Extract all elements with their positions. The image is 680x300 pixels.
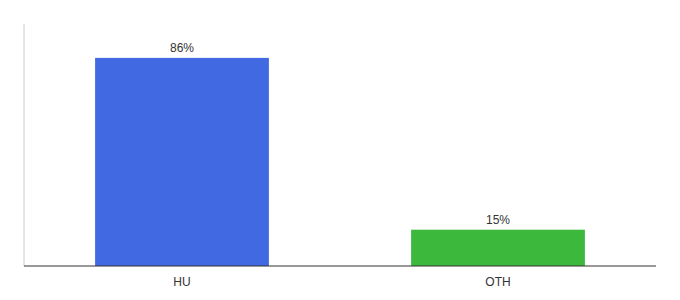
bar [411,230,585,266]
chart-container: 86% 15% HU OTH [0,0,680,300]
chart-svg: 86% 15% HU OTH [0,0,680,300]
tick-label: OTH [485,275,510,289]
bar [95,58,269,266]
data-label: 15% [486,213,510,227]
bars [95,58,585,266]
data-label: 86% [170,41,194,55]
y-axis-line [24,24,25,266]
labels: 86% 15% [170,41,510,227]
x-axis-line [24,266,656,267]
tick-label: HU [173,275,190,289]
